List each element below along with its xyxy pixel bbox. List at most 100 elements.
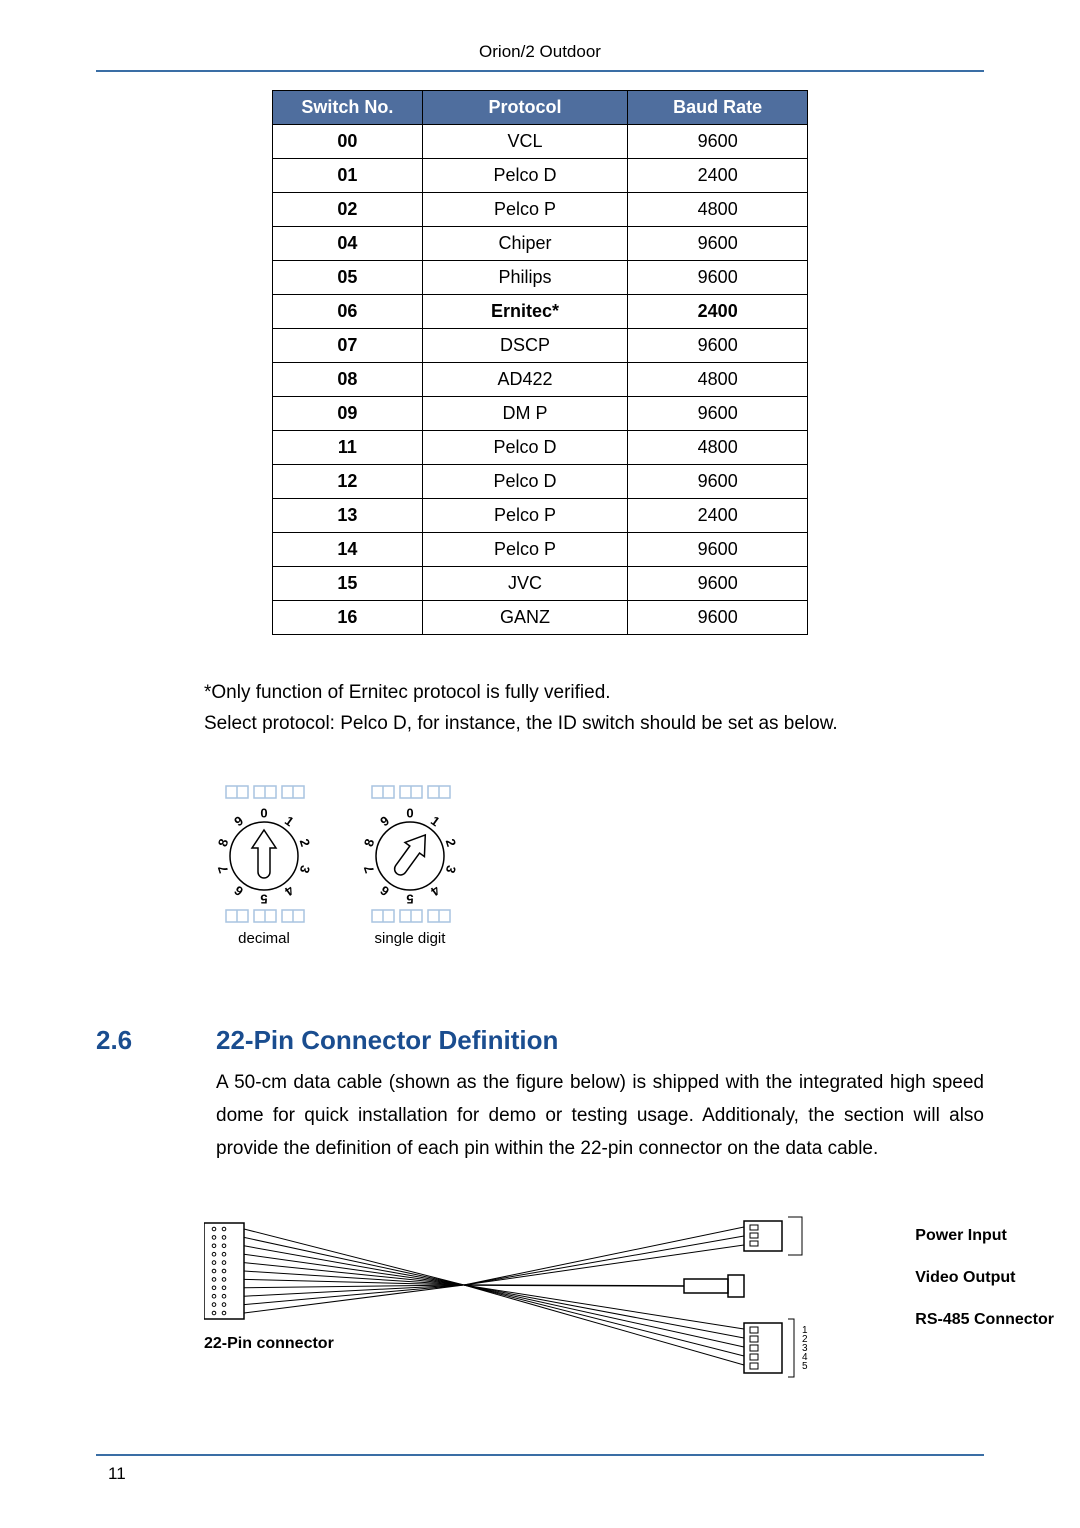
cell-switch: 07	[273, 329, 423, 363]
dial-decimal: 0123456789 decimal	[204, 784, 324, 947]
cell-protocol: GANZ	[422, 601, 628, 635]
section-number: 2.6	[96, 1025, 216, 1056]
th-switch: Switch No.	[273, 91, 423, 125]
cell-baud: 9600	[628, 601, 808, 635]
cell-protocol: AD422	[422, 363, 628, 397]
svg-text:4: 4	[427, 882, 442, 899]
table-row: 05Philips9600	[273, 261, 808, 295]
svg-text:1: 1	[428, 813, 443, 829]
cell-baud: 9600	[628, 261, 808, 295]
cell-switch: 12	[273, 465, 423, 499]
cell-switch: 01	[273, 159, 423, 193]
cell-protocol: Chiper	[422, 227, 628, 261]
svg-text:4: 4	[281, 882, 296, 899]
cell-protocol: JVC	[422, 567, 628, 601]
cell-baud: 4800	[628, 193, 808, 227]
header-rule	[96, 70, 984, 72]
svg-text:7: 7	[361, 863, 378, 875]
table-row: 04Chiper9600	[273, 227, 808, 261]
svg-text:6: 6	[377, 882, 392, 898]
cell-protocol: DSCP	[422, 329, 628, 363]
cable-svg: 12345	[204, 1205, 824, 1395]
svg-text:2: 2	[297, 837, 314, 849]
cell-baud: 2400	[628, 295, 808, 329]
page-number: 11	[108, 1464, 126, 1484]
cell-protocol: DM P	[422, 397, 628, 431]
th-baud: Baud Rate	[628, 91, 808, 125]
svg-text:3: 3	[443, 863, 460, 875]
svg-text:5: 5	[802, 1361, 808, 1372]
section-title: 22-Pin Connector Definition	[216, 1025, 558, 1056]
cell-baud: 4800	[628, 363, 808, 397]
table-row: 06Ernitec*2400	[273, 295, 808, 329]
cell-protocol: Pelco P	[422, 499, 628, 533]
cell-protocol: Pelco D	[422, 159, 628, 193]
cell-baud: 2400	[628, 499, 808, 533]
protocol-table: Switch No. Protocol Baud Rate 00VCL96000…	[272, 90, 808, 635]
cell-baud: 9600	[628, 397, 808, 431]
svg-text:6: 6	[231, 882, 246, 898]
cell-baud: 4800	[628, 431, 808, 465]
cell-switch: 08	[273, 363, 423, 397]
cell-protocol: Philips	[422, 261, 628, 295]
cell-switch: 04	[273, 227, 423, 261]
cell-switch: 02	[273, 193, 423, 227]
note-block: *Only function of Ernitec protocol is fu…	[204, 677, 974, 740]
svg-text:2: 2	[443, 837, 460, 849]
cable-figure: 12345 22-Pin connector Power Input Video…	[204, 1205, 984, 1395]
svg-text:8: 8	[361, 837, 378, 849]
cell-protocol: Pelco D	[422, 465, 628, 499]
table-row: 09DM P9600	[273, 397, 808, 431]
cell-protocol: Pelco P	[422, 533, 628, 567]
svg-text:9: 9	[231, 813, 246, 829]
cell-switch: 09	[273, 397, 423, 431]
table-row: 13Pelco P2400	[273, 499, 808, 533]
table-row: 12Pelco D9600	[273, 465, 808, 499]
section-body: A 50-cm data cable (shown as the figure …	[216, 1066, 984, 1166]
cell-switch: 11	[273, 431, 423, 465]
cable-left-label: 22-Pin connector	[204, 1335, 334, 1353]
table-row: 01Pelco D2400	[273, 159, 808, 193]
table-row: 14Pelco P9600	[273, 533, 808, 567]
table-row: 16GANZ9600	[273, 601, 808, 635]
cable-right-labels: Power Input Video Output RS-485 Connecto…	[915, 1215, 1054, 1340]
cell-baud: 9600	[628, 465, 808, 499]
cable-right-label-2: RS-485 Connector	[915, 1299, 1054, 1341]
dial-decimal-svg: 0123456789	[204, 784, 324, 924]
table-row: 02Pelco P4800	[273, 193, 808, 227]
cell-protocol: Pelco P	[422, 193, 628, 227]
section-2-6: 2.6 22-Pin Connector Definition A 50-cm …	[96, 1025, 984, 1166]
table-row: 00VCL9600	[273, 125, 808, 159]
cell-baud: 9600	[628, 329, 808, 363]
cell-baud: 9600	[628, 227, 808, 261]
footer-rule	[96, 1454, 984, 1456]
svg-text:9: 9	[377, 813, 392, 829]
svg-text:3: 3	[297, 863, 314, 875]
cell-switch: 14	[273, 533, 423, 567]
cell-switch: 00	[273, 125, 423, 159]
svg-text:0: 0	[260, 805, 267, 820]
dial-single: 012 3456 7 8 9 single digit	[350, 784, 470, 947]
dial-decimal-label: decimal	[204, 930, 324, 947]
svg-text:5: 5	[406, 891, 413, 906]
cell-protocol: Ernitec*	[422, 295, 628, 329]
svg-text:5: 5	[260, 891, 267, 906]
cell-switch: 16	[273, 601, 423, 635]
doc-header-title: Orion/2 Outdoor	[96, 42, 984, 62]
svg-text:1: 1	[282, 813, 297, 829]
cell-baud: 2400	[628, 159, 808, 193]
cell-baud: 9600	[628, 567, 808, 601]
cell-baud: 9600	[628, 125, 808, 159]
cell-protocol: Pelco D	[422, 431, 628, 465]
table-row: 15JVC9600	[273, 567, 808, 601]
cable-right-label-0: Power Input	[915, 1215, 1054, 1257]
cell-baud: 9600	[628, 533, 808, 567]
dial-switches: 0123456789 decimal 0123456789 single dig…	[204, 784, 984, 947]
table-row: 08AD4224800	[273, 363, 808, 397]
dial-single-label: single digit	[350, 930, 470, 947]
cell-switch: 06	[273, 295, 423, 329]
svg-text:0: 0	[406, 805, 413, 820]
cell-switch: 13	[273, 499, 423, 533]
svg-text:8: 8	[215, 837, 232, 849]
cable-right-label-1: Video Output	[915, 1257, 1054, 1299]
